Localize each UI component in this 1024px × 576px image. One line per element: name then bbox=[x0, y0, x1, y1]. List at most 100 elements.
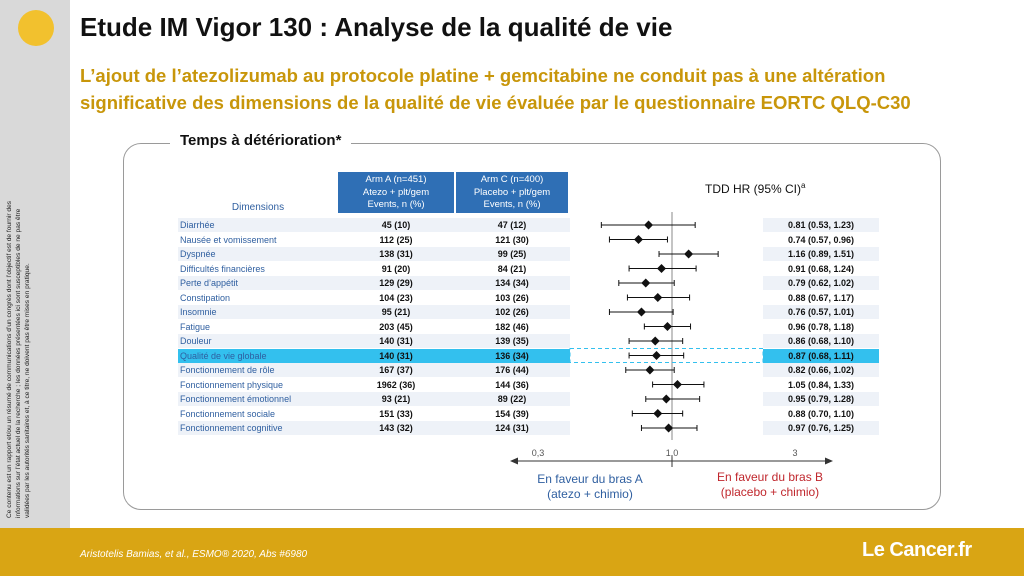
footer: Aristotelis Bamias, et al., ESMO® 2020, … bbox=[0, 528, 1024, 576]
hr-value: 0.88 (0.70, 1.10) bbox=[763, 406, 879, 421]
hr-value: 0.82 (0.66, 1.02) bbox=[763, 363, 879, 377]
table-row: Difficultés financières 91 (20) 84 (21) bbox=[178, 261, 570, 276]
arm-a-value: 45 (10) bbox=[381, 220, 411, 230]
row-label: Nausée et vomissement bbox=[180, 234, 277, 245]
arm-c-value: 47 (12) bbox=[497, 220, 527, 230]
hr-value: 0.76 (0.57, 1.01) bbox=[763, 305, 879, 319]
favour-arm-b: En faveur du bras B (placebo + chimio) bbox=[700, 470, 840, 500]
page-title: Etude IM Vigor 130 : Analyse de la quali… bbox=[80, 12, 673, 42]
row-label: Fonctionnement de rôle bbox=[180, 365, 275, 375]
arm-c-header-line1: Arm C (n=400) bbox=[480, 174, 544, 185]
arm-c-value: 144 (36) bbox=[495, 379, 529, 390]
hr-value: 0.88 (0.67, 1.17) bbox=[763, 290, 879, 305]
arm-a-header-line3: Events, n (%) bbox=[367, 199, 425, 210]
row-label: Dyspnée bbox=[180, 249, 216, 259]
hr-point bbox=[664, 423, 674, 433]
hr-value: 0.87 (0.68, 1.11) bbox=[763, 348, 879, 363]
arm-c-value: 136 (34) bbox=[495, 350, 529, 361]
dimensions-header: Dimensions bbox=[231, 202, 285, 213]
hr-value: 0.97 (0.76, 1.25) bbox=[763, 421, 879, 435]
chart-panel bbox=[123, 143, 941, 510]
row-label: Douleur bbox=[180, 336, 212, 346]
arm-a-header: Arm A (n=451) Atezo + plt/gem Events, n … bbox=[338, 172, 454, 213]
table-row: Douleur 140 (31) 139 (35) bbox=[178, 334, 570, 348]
hr-value: 0.74 (0.57, 0.96) bbox=[763, 232, 879, 247]
hr-point bbox=[645, 365, 655, 375]
x-tick-label: 3 bbox=[792, 448, 797, 458]
table-row: Fonctionnement de rôle 167 (37) 176 (44) bbox=[178, 363, 570, 377]
arm-a-value: 104 (23) bbox=[379, 292, 413, 303]
hr-point bbox=[652, 351, 662, 360]
table-row: Constipation 104 (23) 103 (26) bbox=[178, 290, 570, 305]
table-row: Insomnie 95 (21) 102 (26) bbox=[178, 305, 570, 319]
arm-c-value: 99 (25) bbox=[497, 249, 527, 259]
favour-arm-a: En faveur du bras A (atezo + chimio) bbox=[525, 472, 655, 502]
row-label: Difficultés financières bbox=[180, 263, 265, 274]
table-row: Nausée et vomissement 112 (25) 121 (30) bbox=[178, 232, 570, 247]
hr-point bbox=[653, 409, 663, 418]
row-label: Diarrhée bbox=[180, 220, 215, 230]
arm-c-header: Arm C (n=400) Placebo + plt/gem Events, … bbox=[456, 172, 568, 213]
hr-point bbox=[636, 307, 646, 317]
arm-c-value: 102 (26) bbox=[495, 307, 529, 317]
arm-a-value: 91 (20) bbox=[381, 263, 411, 274]
tdd-header-label: TDD HR (95% CI) bbox=[705, 182, 802, 196]
arm-c-value: 124 (31) bbox=[495, 423, 529, 433]
table-row: Diarrhée 45 (10) 47 (12) bbox=[178, 218, 570, 232]
row-label: Constipation bbox=[180, 292, 231, 303]
arm-a-value: 151 (33) bbox=[379, 408, 413, 419]
x-tick-label: 1,0 bbox=[666, 448, 679, 458]
hr-point bbox=[641, 278, 651, 288]
arm-a-value: 93 (21) bbox=[381, 394, 411, 404]
arm-a-value: 95 (21) bbox=[381, 307, 411, 317]
citation: Aristotelis Bamias, et al., ESMO® 2020, … bbox=[80, 549, 308, 560]
favour-a-line2: (atezo + chimio) bbox=[547, 487, 633, 501]
arm-c-header-line3: Events, n (%) bbox=[483, 199, 541, 210]
arm-a-value: 138 (31) bbox=[379, 249, 413, 259]
arm-a-value: 140 (31) bbox=[379, 350, 413, 361]
table-row: Fonctionnement cognitive 143 (32) 124 (31) bbox=[178, 421, 570, 435]
arm-c-value: 134 (34) bbox=[495, 278, 529, 288]
hr-point bbox=[657, 264, 667, 273]
sidebar: Ce contenu est un rapport et/ou un résum… bbox=[0, 0, 70, 528]
arm-c-value: 176 (44) bbox=[495, 365, 529, 375]
table-row: Qualité de vie globale 140 (31) 136 (34) bbox=[178, 348, 570, 363]
row-label: Insomnie bbox=[180, 307, 217, 317]
arm-a-value: 203 (45) bbox=[379, 321, 413, 332]
arm-a-header-line1: Arm A (n=451) bbox=[365, 174, 427, 185]
table-row: Dyspnée 138 (31) 99 (25) bbox=[178, 247, 570, 261]
favour-b-line1: En faveur du bras B bbox=[716, 470, 824, 484]
hr-value: 1.16 (0.89, 1.51) bbox=[763, 247, 879, 261]
hr-value: 0.96 (0.78, 1.18) bbox=[763, 319, 879, 334]
arm-a-value: 129 (29) bbox=[379, 278, 413, 288]
arm-c-value: 89 (22) bbox=[497, 394, 527, 404]
arm-c-header-line2: Placebo + plt/gem bbox=[473, 186, 551, 198]
arm-a-value: 112 (25) bbox=[379, 234, 413, 245]
arm-c-value: 139 (35) bbox=[495, 336, 529, 346]
axis-arrow-left bbox=[510, 457, 518, 465]
arm-c-value: 84 (21) bbox=[497, 263, 527, 274]
hr-value: 0.79 (0.62, 1.02) bbox=[763, 276, 879, 290]
row-label: Fatigue bbox=[180, 321, 211, 332]
panel-title: Temps à détérioration* bbox=[170, 132, 352, 149]
row-label: Fonctionnement sociale bbox=[180, 408, 276, 419]
row-label: Fonctionnement émotionnel bbox=[180, 394, 292, 404]
arm-a-header-line2: Atezo + plt/gem bbox=[362, 186, 430, 198]
hr-point bbox=[662, 322, 672, 331]
table-row: Fatigue 203 (45) 182 (46) bbox=[178, 319, 570, 334]
hr-point bbox=[650, 336, 660, 346]
hr-point bbox=[684, 249, 694, 259]
hr-point bbox=[661, 394, 671, 404]
favour-b-line2: (placebo + chimio) bbox=[720, 485, 820, 499]
tdd-header: TDD HR (95% CI)a bbox=[705, 181, 805, 196]
hr-value: 0.91 (0.68, 1.24) bbox=[763, 261, 879, 276]
hr-value: 1.05 (0.84, 1.33) bbox=[763, 377, 879, 392]
hr-point bbox=[644, 220, 654, 230]
axis-arrow-right bbox=[825, 457, 833, 465]
hr-value: 0.95 (0.79, 1.28) bbox=[763, 392, 879, 406]
table-row: Perte d’appétit 129 (29) 134 (34) bbox=[178, 276, 570, 290]
arm-c-value: 154 (39) bbox=[495, 408, 529, 419]
arm-c-value: 103 (26) bbox=[495, 292, 529, 303]
hr-point bbox=[672, 380, 682, 389]
